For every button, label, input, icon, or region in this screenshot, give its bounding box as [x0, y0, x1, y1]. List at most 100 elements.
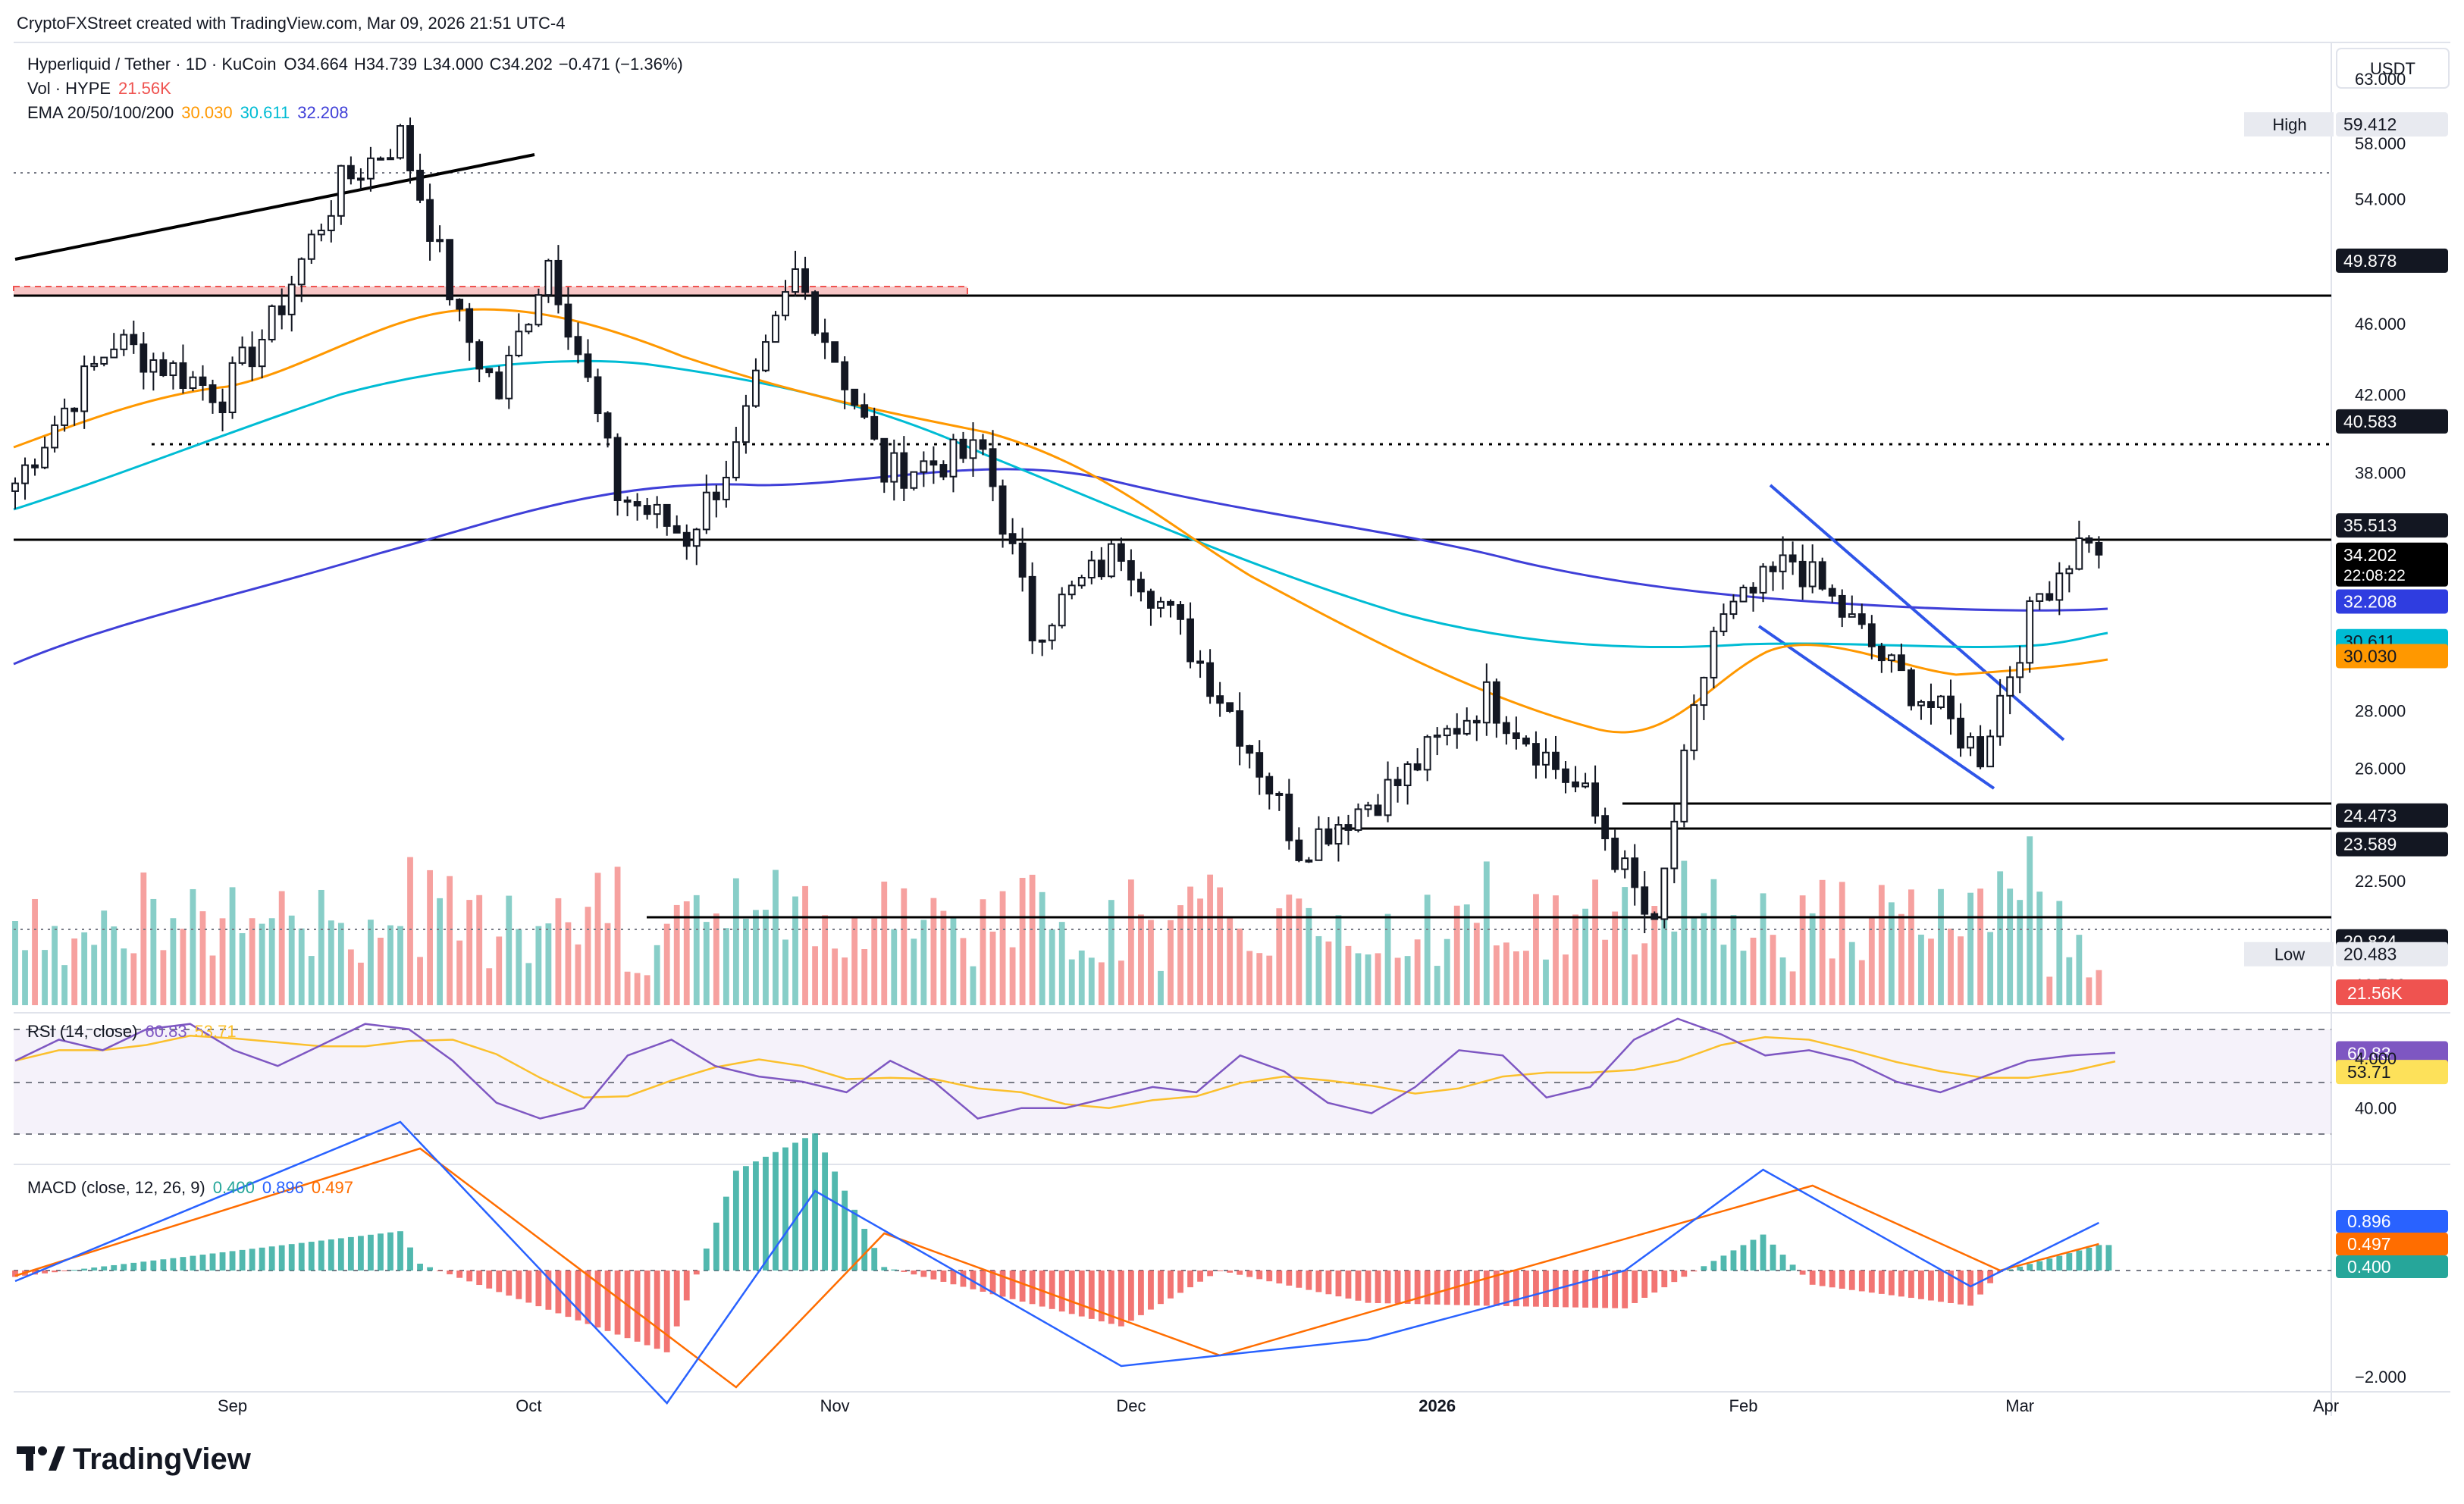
volume-bar [407, 857, 413, 1005]
candle-body [1008, 533, 1017, 544]
candle-body [1562, 768, 1569, 783]
price-label-badge [2336, 513, 2448, 538]
candle-body [1157, 600, 1165, 609]
time-tick-label: Feb [1729, 1396, 1758, 1415]
macd-histogram-bar [1019, 1271, 1026, 1302]
macd-histogram-bar [427, 1267, 433, 1271]
candle-body [1808, 561, 1817, 588]
macd-histogram-bar [782, 1147, 788, 1271]
volume-bar [1296, 898, 1303, 1005]
candle-body [672, 525, 681, 534]
candle-body [1986, 735, 1995, 768]
volume-bar [763, 910, 769, 1005]
candle-body [831, 341, 839, 363]
price-axis[interactable]: 63.000 58.000 54.000 46.000 42.000 38.000 28.0… [2355, 70, 2406, 995]
candle-body [436, 239, 444, 243]
volume-bar [447, 876, 453, 1005]
macd-line [14, 1120, 2099, 1405]
symbol-legend[interactable]: Hyperliquid / Tether · 1D · KuCoin O34.66… [27, 55, 683, 74]
candle-body [1502, 722, 1510, 735]
macd-histogram-bar [1533, 1271, 1539, 1307]
macd-legend[interactable]: MACD (close, 12, 26, 9) 0.400 0.896 0.497 [27, 1178, 353, 1197]
volume-bar [466, 900, 473, 1005]
macd-histogram-bar [466, 1271, 473, 1282]
candle-body [515, 331, 523, 356]
price-label-value: 35.513 [2343, 515, 2397, 535]
volume-bar [1306, 907, 1312, 1005]
price-tick-label: 22.500 [2355, 872, 2406, 891]
macd-histogram-bar [1948, 1271, 1954, 1303]
candle-body [574, 336, 582, 356]
candle-body [169, 362, 177, 377]
rsi-ma-line [14, 1035, 2116, 1109]
rsi-legend-value: 60.83 [146, 1022, 187, 1041]
price-label-value: 23.589 [2343, 835, 2397, 854]
volume-bar [732, 878, 739, 1005]
volume-bar [980, 899, 986, 1005]
rsi-legend-ma: 53.71 [195, 1022, 237, 1041]
volume-bar [1266, 955, 1273, 1005]
macd-histogram-bar [851, 1209, 858, 1271]
volume-bar [1493, 945, 1500, 1005]
macd-histogram-bar [1750, 1239, 1757, 1271]
candle-body [1552, 751, 1560, 770]
macd-histogram-bar [535, 1271, 542, 1307]
macd-value-text: 0.497 [2347, 1234, 2391, 1254]
volume-bar [1414, 939, 1421, 1005]
candle-body [1275, 792, 1284, 796]
candle-body [762, 341, 770, 371]
volume-bar [516, 929, 522, 1005]
price-label-badge [2336, 942, 2448, 967]
candle-body [1710, 630, 1718, 678]
rsi-value-badge [2336, 1041, 2448, 1066]
macd-histogram-bar [229, 1251, 236, 1271]
macd-histogram-bar [259, 1247, 265, 1271]
volume-bar [822, 915, 829, 1005]
candle-body [1729, 600, 1738, 616]
volume-bar [1058, 922, 1065, 1005]
macd-histogram-bar [1473, 1271, 1480, 1306]
tradingview-logo[interactable]: TradingView [17, 1443, 252, 1476]
candle-body [337, 164, 345, 217]
volume-bar [1404, 956, 1411, 1005]
ema-legend[interactable]: EMA 20/50/100/200 30.030 30.611 32.208 [27, 103, 349, 122]
falling-wedge-lower [1757, 625, 1995, 790]
volume-bar [42, 950, 48, 1005]
macd-histogram-bar [1325, 1271, 1332, 1295]
volume-bar [1809, 913, 1816, 1005]
volume-legend[interactable]: Vol · HYPE 21.56K [27, 79, 171, 98]
volume-bar [535, 926, 542, 1005]
candle-body [1759, 566, 1767, 594]
macd-histogram-bar [2086, 1247, 2093, 1271]
volume-bar [1513, 951, 1519, 1005]
candle-body [110, 348, 118, 359]
candle-body [149, 359, 158, 373]
macd-histogram-bar [1237, 1271, 1243, 1275]
macd-histogram-bar [713, 1222, 719, 1271]
volume-bar [1572, 914, 1578, 1005]
candle-body [1680, 749, 1688, 822]
macd-legend-hist: 0.400 [213, 1178, 255, 1197]
volume-bar [871, 918, 878, 1005]
candle-body [949, 438, 958, 478]
ohlc-change: −0.471 (−1.36%) [559, 55, 683, 74]
volume-bar [1276, 908, 1283, 1005]
currency-button[interactable] [2336, 48, 2450, 89]
volume-bar [1918, 934, 1924, 1005]
volume-bar [654, 945, 660, 1005]
volume-bar [357, 962, 364, 1005]
candle-body [1749, 587, 1757, 594]
ohlc-high: H34.739 [354, 55, 417, 74]
time-axis[interactable]: Sep Oct Nov Dec 2026 Feb Mar Apr [218, 1396, 2339, 1415]
volume-bar [1375, 953, 1381, 1005]
rsi-legend[interactable]: RSI (14, close) 60.83 53.71 [27, 1022, 237, 1041]
candle-body [446, 239, 454, 301]
candle-body [1226, 702, 1234, 713]
candle-body [554, 259, 563, 306]
volume-bar [1908, 889, 1914, 1005]
volume-bar [812, 946, 818, 1005]
macd-histogram-bar [1938, 1271, 1944, 1302]
time-tick-label: 2026 [1419, 1396, 1456, 1415]
